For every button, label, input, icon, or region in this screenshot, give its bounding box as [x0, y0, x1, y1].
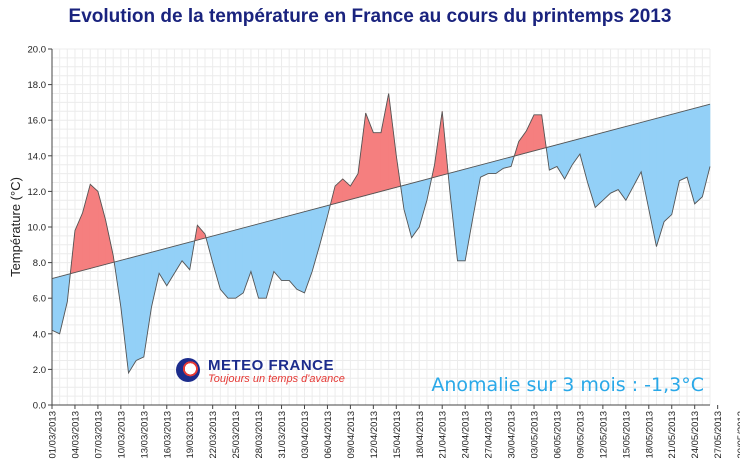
- observed-temperature-line: [51, 93, 711, 375]
- y-tick-label: 4.0: [33, 329, 46, 340]
- y-tick-label: 20.0: [28, 45, 47, 56]
- x-tick-label: 01/03/2013: [48, 411, 59, 459]
- meteo-france-logo-icon: [176, 358, 200, 382]
- y-tick-label: 16.0: [28, 116, 47, 127]
- anomaly-fill-cold: [258, 221, 267, 299]
- logo-tagline: Toujours un temps d'avance: [208, 373, 345, 385]
- x-tick-label: 12/04/2013: [369, 411, 380, 459]
- logo-name: METEO FRANCE: [208, 357, 334, 374]
- x-tick-label: 09/05/2013: [575, 411, 586, 459]
- anomaly-fill-cold: [273, 217, 282, 282]
- anomaly-fill-cold: [235, 227, 244, 299]
- x-tick-label: 28/03/2013: [254, 411, 265, 459]
- x-tick-label: 12/05/2013: [598, 411, 609, 459]
- x-tick-label: 22/03/2013: [208, 411, 219, 459]
- x-tick-label: 15/05/2013: [621, 411, 632, 459]
- x-tick-label: 25/03/2013: [231, 411, 242, 459]
- anomaly-fill-cold: [51, 276, 60, 335]
- y-tick-label: 6.0: [33, 294, 46, 305]
- x-tick-label: 19/03/2013: [185, 411, 196, 459]
- anomaly-fill-cold: [220, 231, 229, 300]
- x-tick-label: 06/05/2013: [552, 411, 563, 459]
- y-tick-label: 0.0: [33, 401, 46, 412]
- x-tick-label: 06/04/2013: [323, 411, 334, 459]
- anomaly-fill-warm: [373, 132, 382, 194]
- meteo-france-logo: METEO FRANCE Toujours un temps d'avance: [176, 357, 376, 388]
- x-tick-label: 13/03/2013: [139, 411, 150, 459]
- anomaly-fill-warm: [89, 183, 99, 269]
- x-tick-label: 04/03/2013: [70, 411, 81, 459]
- y-tick-label: 18.0: [28, 80, 47, 91]
- anomaly-fill-cold: [135, 253, 145, 361]
- x-tick-label: 24/04/2013: [461, 411, 472, 459]
- anomaly-fill-cold: [694, 105, 703, 205]
- x-tick-label: 24/05/2013: [690, 411, 701, 459]
- anomaly-fill-cold: [679, 109, 688, 182]
- x-tick-label: 03/05/2013: [530, 411, 541, 459]
- x-tick-label: 16/03/2013: [162, 411, 173, 459]
- x-tick-label: 21/05/2013: [667, 411, 678, 459]
- anomaly-fill-cold: [610, 128, 619, 194]
- anomaly-fill-cold: [227, 229, 236, 299]
- x-tick-label: 27/04/2013: [484, 411, 495, 459]
- y-tick-label: 14.0: [28, 151, 47, 162]
- anomaly-fill-cold: [663, 113, 673, 223]
- anomaly-fill-cold: [549, 144, 558, 171]
- x-tick-label: 03/04/2013: [300, 411, 311, 459]
- x-tick-label: 07/03/2013: [93, 411, 104, 459]
- anomaly-fill-cold: [457, 168, 466, 262]
- x-tick-label: 09/04/2013: [346, 411, 357, 459]
- x-tick-label: 30/04/2013: [507, 411, 518, 459]
- x-tick-label: 18/05/2013: [644, 411, 655, 459]
- x-tick-label: 10/03/2013: [116, 411, 127, 459]
- anomaly-fill-cold: [296, 211, 305, 294]
- x-tick-label: 15/04/2013: [392, 411, 403, 459]
- x-tick-label: 18/04/2013: [415, 411, 426, 459]
- anomaly-fill-cold: [602, 130, 611, 201]
- anomaly-fill-cold: [594, 132, 604, 209]
- anomaly-fill-cold: [288, 213, 298, 291]
- y-tick-label: 2.0: [33, 365, 46, 376]
- x-tick-label: 21/04/2013: [438, 411, 449, 459]
- anomaly-fill-warm: [533, 114, 542, 152]
- normal-temperature-line: [51, 103, 711, 280]
- anomaly-fill-cold: [128, 255, 137, 375]
- anomaly-fill-cold: [281, 215, 290, 281]
- anomaly-fill-cold: [617, 126, 627, 202]
- chart-title: Evolution de la température en France au…: [68, 6, 672, 27]
- y-tick-label: 12.0: [28, 187, 47, 198]
- y-tick-label: 10.0: [28, 223, 47, 234]
- y-tick-label: 8.0: [33, 258, 46, 269]
- x-tick-label: 27/05/2013: [713, 411, 724, 459]
- y-axis-title: Température (°C): [8, 177, 23, 277]
- x-tick-label: 31/03/2013: [277, 411, 288, 459]
- anomaly-label: Anomalie sur 3 mois : -1,3°C: [431, 374, 704, 396]
- x-tick-label: 30/05/2013: [736, 411, 740, 459]
